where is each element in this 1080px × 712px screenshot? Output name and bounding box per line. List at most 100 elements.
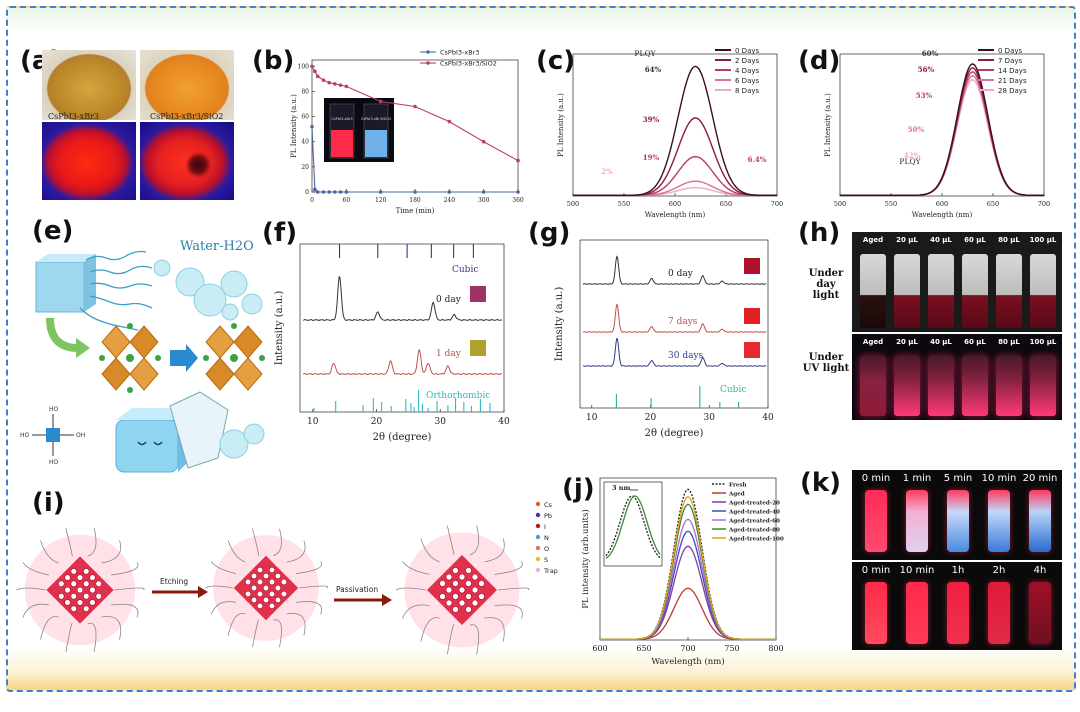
data-point [313,69,317,74]
ligand [22,603,49,618]
crystal-cube [35,261,85,313]
panel-a-uv-photo-2 [140,122,234,200]
data-point [344,84,349,89]
ligand [420,617,440,642]
panel-f-label: (f) [262,218,298,248]
inset-photo: CsPbI3-xBr3 CsPbI3-xBr3/SiO2 [324,98,394,162]
ligand [446,525,455,555]
lattice-site [445,586,453,594]
y-tick-label: 40 [301,139,309,146]
time-label: 10 min [899,565,935,576]
lattice-site [250,584,258,592]
panel-g-label: (g) [528,218,571,248]
inset-caption: CsPbI3-xBr3/SiO2 [361,117,392,121]
ligand [227,540,246,563]
sample-vial [1029,582,1051,644]
lattice-site [268,578,276,586]
plot-frame [299,243,505,413]
water-droplet [221,303,239,321]
ice-cube-icon [115,419,179,473]
lattice-site [262,596,270,604]
sample-vial [1029,490,1051,552]
panel-h-daylight-photo: Aged 20 µL 40 µL 60 µL 80 µL 100 µL [852,232,1062,332]
sample-vial [865,490,887,552]
lattice-site [268,566,276,574]
panel-h-row2-label: Under UV light [802,352,850,374]
x-tick-label: 800 [768,644,783,653]
x-tick-label: 700 [771,200,783,208]
lattice-site [64,599,71,606]
data-point [333,190,337,194]
panel-h-row1-label: Under day light [808,268,844,301]
legend-entry: 8 Days [735,87,760,95]
vial-liquid [365,130,387,157]
vial-column-label: 60 µL [964,236,986,244]
data-point [310,124,314,129]
data-point [338,190,343,194]
sample-swatch [470,340,486,356]
lattice-site [262,572,270,580]
time-label: 1 min [902,473,932,484]
data-point [327,80,331,85]
y-axis-label: PL Intensity (a.u.) [824,93,832,157]
vial-daylight [1030,254,1056,328]
ligand [252,528,260,556]
y-tick-label: 60 [301,114,309,121]
time-label: 1h [951,565,965,576]
plqy-title: PLQY [634,49,656,58]
inset-note: 3 nm [612,484,631,492]
ligand [205,585,233,589]
vial-daylight [860,254,886,328]
lattice-site [95,580,102,587]
xrd-pattern [582,337,767,367]
vial-column-label: 40 µL [930,236,952,244]
lattice-site [256,566,264,574]
lattice-site [250,596,258,604]
x-tick-label: 240 [444,197,456,204]
panel-f-chart: 10 20 30 40 2θ (degree) Intensity (a.u.) 0 day… [274,243,510,443]
lattice-site [83,580,90,587]
legend-entry: CsPbI3-xBr3/SiO2 [440,60,497,68]
plqy-annotation: 50% [908,125,925,134]
xrd-pattern [302,275,503,322]
lattice-site [274,572,282,580]
phase-label-cubic: Cubic [452,265,478,275]
lattice-site [452,606,459,613]
legend-marker [535,534,541,540]
ligand [497,587,530,591]
ligand [111,603,139,618]
lattice-site [471,573,479,581]
lattice-site [256,602,264,610]
legend-marker [535,501,541,507]
sample-vial [947,582,969,644]
legend-entry: I [544,523,546,531]
time-label: 4h [1033,565,1047,576]
vial-uv [894,356,920,416]
ligand [469,525,479,556]
ligand [446,624,455,655]
panel-b-label: (b) [252,46,295,76]
ligand [101,540,122,564]
vial-column-label: 80 µL [998,236,1020,244]
y-axis-label: PL intensity (arb.units) [580,509,591,609]
time-label: 2h [992,565,1006,576]
pattern-label: 0 day [436,295,462,305]
sample-swatch [744,258,760,274]
panel-h-uv-photo: Aged 20 µL 40 µL 60 µL 80 µL 100 µL [852,334,1062,420]
panel-c-chart: 500 550 600 650 700 Wavelength (nm) PL Intensi… [557,47,783,219]
plqy-title: PLQY [899,157,921,166]
vial-uv [928,356,954,416]
water-droplet [175,267,205,297]
spectrum-line [600,495,776,640]
water-droplet [220,270,248,298]
x-axis-label: Wavelength (nm) [912,211,973,219]
ligand [114,587,145,591]
plqy-annotation: 42% [904,151,921,160]
ligand [402,604,430,619]
water-label: Water-H2O [180,239,254,254]
lattice-site [452,567,459,574]
ligand [273,528,282,557]
legend-entry: Cs [544,501,553,509]
data-point [378,190,383,194]
legend-entry: CsPbI3-xBr3 [440,49,479,57]
